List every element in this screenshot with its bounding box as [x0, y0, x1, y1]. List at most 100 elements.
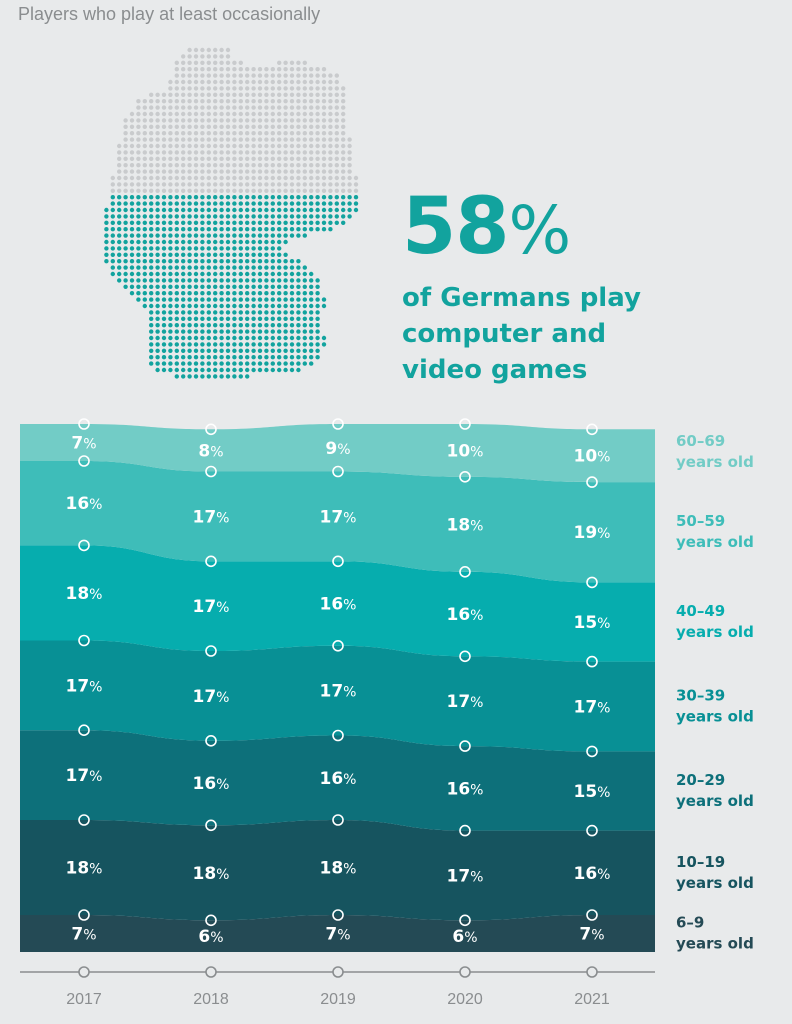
map-dot: [245, 73, 250, 78]
map-dot: [264, 124, 269, 129]
point-marker: [205, 645, 217, 657]
map-dot: [283, 175, 288, 181]
map-dot: [328, 124, 333, 129]
map-dot: [341, 220, 346, 225]
map-dot: [315, 67, 320, 72]
map-dot: [161, 220, 167, 225]
map-dot: [187, 342, 192, 347]
map-dot: [200, 60, 205, 65]
map-dot: [277, 175, 282, 181]
map-dot: [200, 86, 205, 91]
map-dot: [213, 233, 218, 238]
map-dot: [155, 182, 160, 187]
map-dot: [174, 118, 179, 123]
map-dot: [277, 227, 282, 232]
map-dot: [238, 188, 243, 193]
map-dot: [206, 246, 211, 251]
map-dot: [193, 163, 199, 168]
map-dot: [174, 201, 179, 206]
map-dot: [296, 175, 301, 181]
map-dot: [136, 182, 141, 187]
map-dot: [309, 156, 314, 161]
point-marker: [459, 914, 471, 927]
map-dot: [257, 342, 263, 347]
map-dot: [200, 124, 205, 129]
map-dot: [289, 367, 295, 373]
map-dot: [219, 163, 224, 168]
map-dot: [219, 214, 224, 219]
point-marker: [205, 914, 217, 927]
map-dot: [245, 150, 250, 155]
map-dot: [277, 316, 282, 321]
map-dot: [238, 201, 243, 206]
map-dot: [136, 156, 141, 161]
map-dot: [264, 297, 269, 302]
map-dot: [264, 105, 269, 110]
map-dot: [219, 284, 224, 289]
map-dot: [296, 195, 301, 200]
map-dot: [264, 265, 269, 270]
map-dot: [302, 233, 307, 238]
map-dot: [206, 214, 211, 219]
map-dot: [187, 303, 192, 309]
map-dot: [257, 291, 263, 296]
map-dot: [302, 316, 307, 321]
map-dot: [206, 310, 211, 315]
map-dot: [296, 335, 301, 341]
map-dot: [174, 323, 179, 328]
map-dot: [193, 182, 199, 187]
map-dot: [277, 278, 282, 283]
map-dot: [174, 92, 179, 98]
map-dot: [289, 329, 295, 334]
map-dot: [321, 67, 327, 72]
map-dot: [174, 310, 179, 315]
map-dot: [193, 252, 199, 257]
map-dot: [289, 278, 295, 283]
map-dot: [225, 118, 231, 123]
map-dot: [289, 271, 295, 277]
map-dot: [289, 348, 295, 353]
x-tick-label: 2021: [574, 991, 610, 1008]
map-dot: [129, 246, 135, 251]
map-dot: [321, 105, 327, 110]
map-dot: [328, 99, 333, 104]
map-dot: [277, 124, 282, 129]
map-dot: [187, 207, 192, 213]
map-dot: [238, 150, 243, 155]
map-dot: [200, 79, 205, 85]
map-dot: [117, 207, 122, 213]
map-dot: [219, 271, 224, 277]
map-dot: [283, 252, 288, 257]
map-dot: [149, 207, 154, 213]
map-dot: [341, 118, 346, 123]
map-dot: [142, 297, 147, 302]
chart-title: Players who play at least occasionally: [18, 4, 321, 24]
point-marker: [459, 418, 471, 430]
map-dot: [245, 143, 250, 149]
map-dot: [251, 163, 256, 168]
map-dot: [321, 188, 327, 193]
map-dot: [225, 342, 231, 347]
band-6–9: [20, 915, 655, 952]
map-dot: [193, 367, 199, 373]
map-dot: [270, 163, 275, 168]
map-dot: [155, 195, 160, 200]
map-dot: [251, 124, 256, 129]
map-dot: [219, 47, 224, 53]
map-dot: [200, 233, 205, 238]
map-dot: [283, 195, 288, 200]
point-marker: [205, 465, 217, 478]
map-dot: [321, 137, 327, 142]
map-dot: [264, 67, 269, 72]
map-dot: [225, 54, 231, 59]
map-dot: [206, 348, 211, 353]
map-dot: [181, 246, 186, 251]
map-dot: [193, 124, 199, 129]
map-dot: [270, 227, 275, 232]
map-dot: [149, 131, 154, 136]
map-dot: [181, 169, 186, 174]
map-dot: [168, 342, 173, 347]
map-dot: [161, 329, 167, 334]
map-dot: [200, 54, 205, 59]
map-dot: [270, 175, 275, 181]
